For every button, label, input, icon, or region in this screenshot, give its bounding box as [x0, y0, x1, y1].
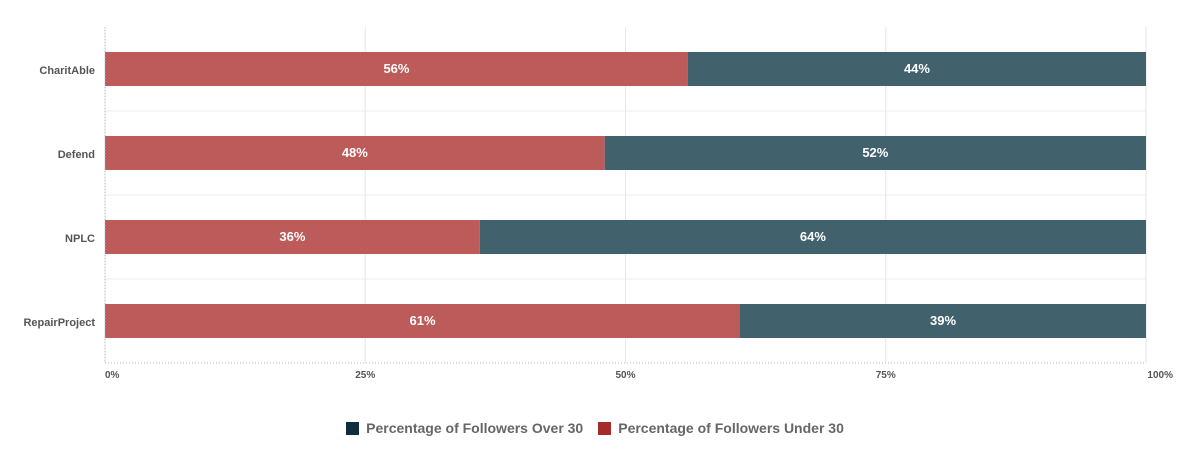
bar-segment — [604, 136, 1146, 170]
x-tick-label: 25% — [355, 370, 375, 381]
legend-item-under-30[interactable]: Percentage of Followers Under 30 — [598, 420, 844, 436]
bar-group: 56% 44% 48% 52% 36% 64% 61% 39% — [105, 52, 1146, 338]
data-label: 64% — [800, 229, 826, 244]
category-label: Defend — [58, 149, 95, 161]
category-label: RepairProject — [23, 317, 95, 329]
x-tick-label: 0% — [105, 370, 120, 381]
data-label: 44% — [904, 61, 930, 76]
x-tick-label: 75% — [876, 370, 896, 381]
bar-segment — [687, 52, 1146, 86]
data-label: 52% — [862, 145, 888, 160]
bar-segment — [479, 220, 1146, 254]
data-label: 56% — [383, 61, 409, 76]
bar-segment — [105, 52, 688, 86]
data-label: 36% — [279, 229, 305, 244]
legend-label-over-30: Percentage of Followers Over 30 — [366, 420, 584, 436]
bar-segment — [740, 304, 1146, 338]
data-label: 61% — [409, 313, 435, 328]
legend-item-over-30[interactable]: Percentage of Followers Over 30 — [346, 420, 583, 436]
data-label: 39% — [930, 313, 956, 328]
x-tick-label: 50% — [615, 370, 635, 381]
legend-swatch-under-30 — [598, 421, 612, 435]
legend: Percentage of Followers Over 30 Percenta… — [0, 420, 1190, 436]
data-label: 48% — [342, 145, 368, 160]
bar-segment — [105, 136, 605, 170]
bar-segment — [105, 220, 480, 254]
bar-segment — [105, 304, 741, 338]
legend-swatch-over-30 — [346, 421, 360, 435]
x-tick-label: 100% — [1147, 370, 1173, 381]
category-label: CharitAble — [39, 65, 95, 77]
legend-label-under-30: Percentage of Followers Under 30 — [618, 420, 844, 436]
axes: 0% 25% 50% 75% 100% CharitAble Defend NPLC Repai… — [23, 27, 1173, 381]
category-label: NPLC — [65, 233, 95, 245]
